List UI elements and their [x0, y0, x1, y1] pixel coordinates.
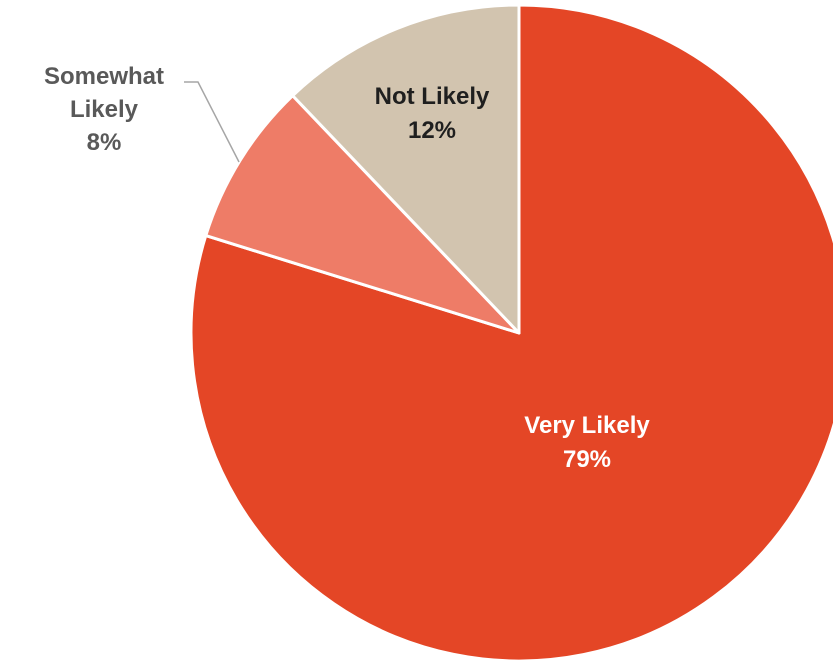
- pie-slice-not-likely: [291, 3, 521, 335]
- data-label-category: Very Likely: [524, 412, 650, 439]
- data-label-somewhat-likely: Somewhat Likely 8%: [44, 63, 164, 156]
- data-label-not-likely: Not Likely 12%: [375, 83, 490, 144]
- data-label-category: Somewhat: [44, 63, 164, 90]
- data-label-very-likely: Very Likely 79%: [524, 412, 650, 473]
- leader-line-somewhat-likely: [184, 81, 240, 163]
- slice-labels: Very Likely 79% Somewhat Likely 8% Not Likely…: [44, 63, 650, 473]
- data-label-category: Likely: [70, 96, 139, 123]
- data-label-value: 12%: [408, 117, 456, 144]
- pie-slice-somewhat-likely: [204, 94, 521, 335]
- data-label-category: Not Likely: [375, 83, 490, 110]
- pie-slice-very-likely: [189, 3, 833, 661]
- leader-lines: [184, 81, 240, 163]
- pie-slices: [189, 3, 833, 661]
- data-label-value: 8%: [87, 129, 122, 156]
- data-label-value: 79%: [563, 446, 611, 473]
